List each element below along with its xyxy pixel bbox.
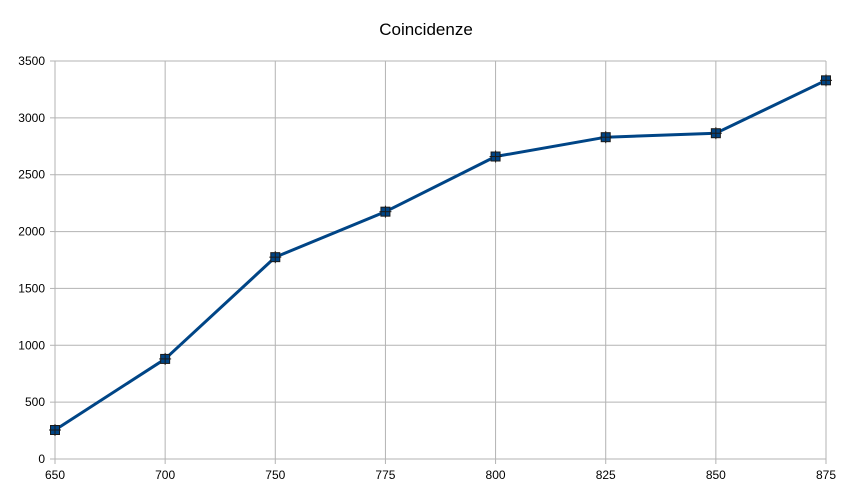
y-tick-label: 500 [25, 395, 45, 409]
x-tick-label: 700 [155, 468, 175, 482]
x-tick-label: 750 [265, 468, 285, 482]
x-tick-label: 775 [375, 468, 395, 482]
x-tick-label: 875 [816, 468, 836, 482]
y-tick-labels: 0 500 1000 1500 2000 2500 3000 3500 [18, 54, 45, 466]
y-tick-label: 1000 [18, 338, 45, 352]
y-tick-label: 2000 [18, 225, 45, 239]
y-tick-label: 1500 [18, 281, 45, 295]
series [49, 74, 832, 437]
x-tick-label: 850 [706, 468, 726, 482]
grid-lines [54, 60, 827, 460]
data-point-marker [599, 131, 612, 144]
x-tick-labels: 650 700 750 775 800 825 850 875 [45, 468, 836, 482]
x-tick-label: 825 [596, 468, 616, 482]
y-tick-label: 3500 [18, 54, 45, 68]
data-point-marker [159, 352, 172, 365]
data-point-marker [489, 150, 502, 163]
x-tick-label: 650 [45, 468, 65, 482]
data-point-marker [820, 74, 832, 87]
data-point-marker [379, 205, 392, 218]
data-point-marker [49, 424, 61, 437]
y-tick-label: 2500 [18, 168, 45, 182]
axes [50, 60, 827, 464]
series-line [53, 78, 828, 432]
y-tick-label: 3000 [18, 111, 45, 125]
chart-title: Coincidenze [379, 20, 473, 39]
y-tick-label: 0 [38, 452, 45, 466]
data-point-marker [269, 251, 282, 264]
data-point-marker [709, 127, 722, 140]
x-tick-label: 800 [486, 468, 506, 482]
